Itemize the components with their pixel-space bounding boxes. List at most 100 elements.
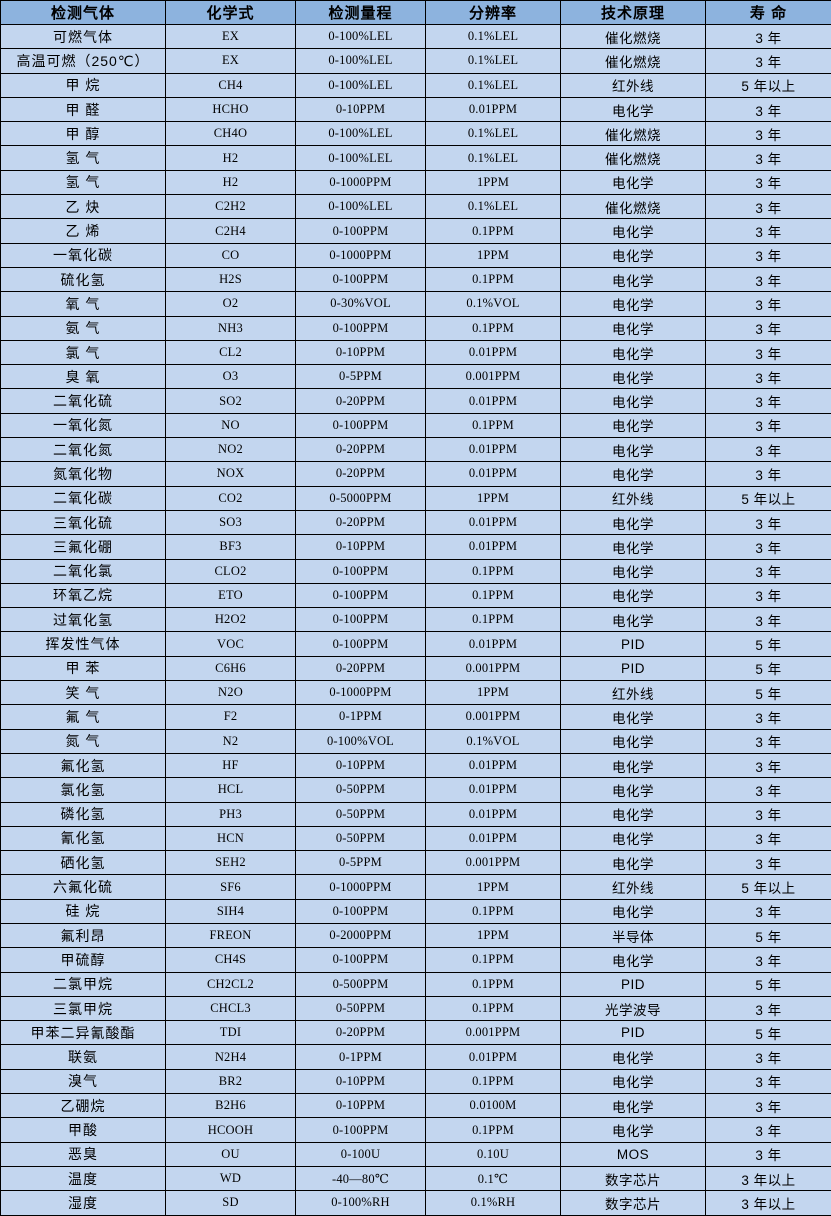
cell-life: 3 年: [706, 389, 831, 413]
cell-formula: SEH2: [166, 851, 296, 875]
cell-tech: 电化学: [561, 753, 706, 777]
cell-range: 0-50PPM: [296, 778, 426, 802]
cell-gas: 二氧化硫: [1, 389, 166, 413]
cell-range: 0-100PPM: [296, 583, 426, 607]
cell-tech: 红外线: [561, 875, 706, 899]
cell-res: 0.1PPM: [426, 972, 561, 996]
cell-tech: 电化学: [561, 97, 706, 121]
cell-life: 3 年: [706, 243, 831, 267]
cell-gas: 一氧化氮: [1, 413, 166, 437]
cell-formula: CLO2: [166, 559, 296, 583]
cell-gas: 氢 气: [1, 170, 166, 194]
cell-range: 0-100PPM: [296, 316, 426, 340]
cell-range: 0-100%VOL: [296, 729, 426, 753]
cell-life: 3 年: [706, 292, 831, 316]
cell-formula: CL2: [166, 340, 296, 364]
cell-res: 0.0100M: [426, 1094, 561, 1118]
cell-life: 3 年以上: [706, 1191, 831, 1215]
cell-gas: 氯 气: [1, 340, 166, 364]
cell-res: 0.001PPM: [426, 705, 561, 729]
cell-life: 3 年: [706, 365, 831, 389]
cell-life: 3 年: [706, 49, 831, 73]
cell-tech: 电化学: [561, 559, 706, 583]
cell-life: 3 年以上: [706, 1166, 831, 1190]
cell-res: 1PPM: [426, 243, 561, 267]
cell-range: 0-1000PPM: [296, 681, 426, 705]
cell-range: 0-100%LEL: [296, 146, 426, 170]
cell-formula: H2: [166, 146, 296, 170]
cell-formula: FREON: [166, 923, 296, 947]
cell-tech: PID: [561, 1021, 706, 1045]
cell-tech: 电化学: [561, 365, 706, 389]
cell-tech: 电化学: [561, 462, 706, 486]
cell-gas: 恶臭: [1, 1142, 166, 1166]
cell-gas: 氨 气: [1, 316, 166, 340]
cell-range: 0-50PPM: [296, 826, 426, 850]
cell-formula: NO2: [166, 438, 296, 462]
cell-formula: HF: [166, 753, 296, 777]
cell-tech: 半导体: [561, 923, 706, 947]
cell-tech: 电化学: [561, 899, 706, 923]
cell-range: 0-1000PPM: [296, 875, 426, 899]
cell-tech: 红外线: [561, 681, 706, 705]
cell-res: 0.001PPM: [426, 851, 561, 875]
cell-range: 0-20PPM: [296, 389, 426, 413]
cell-tech: 电化学: [561, 729, 706, 753]
cell-res: 0.1PPM: [426, 583, 561, 607]
cell-range: 0-10PPM: [296, 753, 426, 777]
cell-formula: O2: [166, 292, 296, 316]
cell-tech: PID: [561, 632, 706, 656]
cell-range: 0-100PPM: [296, 632, 426, 656]
cell-range: 0-100PPM: [296, 219, 426, 243]
cell-gas: 氧 气: [1, 292, 166, 316]
cell-tech: 电化学: [561, 243, 706, 267]
cell-life: 3 年: [706, 413, 831, 437]
cell-tech: 催化燃烧: [561, 195, 706, 219]
cell-range: 0-100%LEL: [296, 25, 426, 49]
cell-res: 0.1PPM: [426, 948, 561, 972]
cell-gas: 硅 烷: [1, 899, 166, 923]
cell-formula: N2H4: [166, 1045, 296, 1069]
cell-gas: 二氧化氮: [1, 438, 166, 462]
cell-formula: CO: [166, 243, 296, 267]
cell-life: 3 年: [706, 1142, 831, 1166]
cell-formula: NH3: [166, 316, 296, 340]
cell-res: 0.1PPM: [426, 996, 561, 1020]
cell-tech: 催化燃烧: [561, 49, 706, 73]
cell-range: 0-100PPM: [296, 608, 426, 632]
cell-gas: 氰化氢: [1, 826, 166, 850]
cell-tech: 电化学: [561, 1094, 706, 1118]
cell-formula: SO2: [166, 389, 296, 413]
cell-gas: 联氨: [1, 1045, 166, 1069]
cell-gas: 六氟化硫: [1, 875, 166, 899]
cell-gas: 笑 气: [1, 681, 166, 705]
cell-range: 0-1PPM: [296, 1045, 426, 1069]
table-header-row: 检测气体化学式检测量程分辨率技术原理寿 命: [1, 1, 831, 25]
cell-range: 0-100%LEL: [296, 49, 426, 73]
cell-life: 3 年: [706, 219, 831, 243]
cell-life: 5 年: [706, 923, 831, 947]
cell-life: 5 年以上: [706, 486, 831, 510]
cell-life: 3 年: [706, 1094, 831, 1118]
cell-formula: SIH4: [166, 899, 296, 923]
cell-life: 3 年: [706, 1118, 831, 1142]
